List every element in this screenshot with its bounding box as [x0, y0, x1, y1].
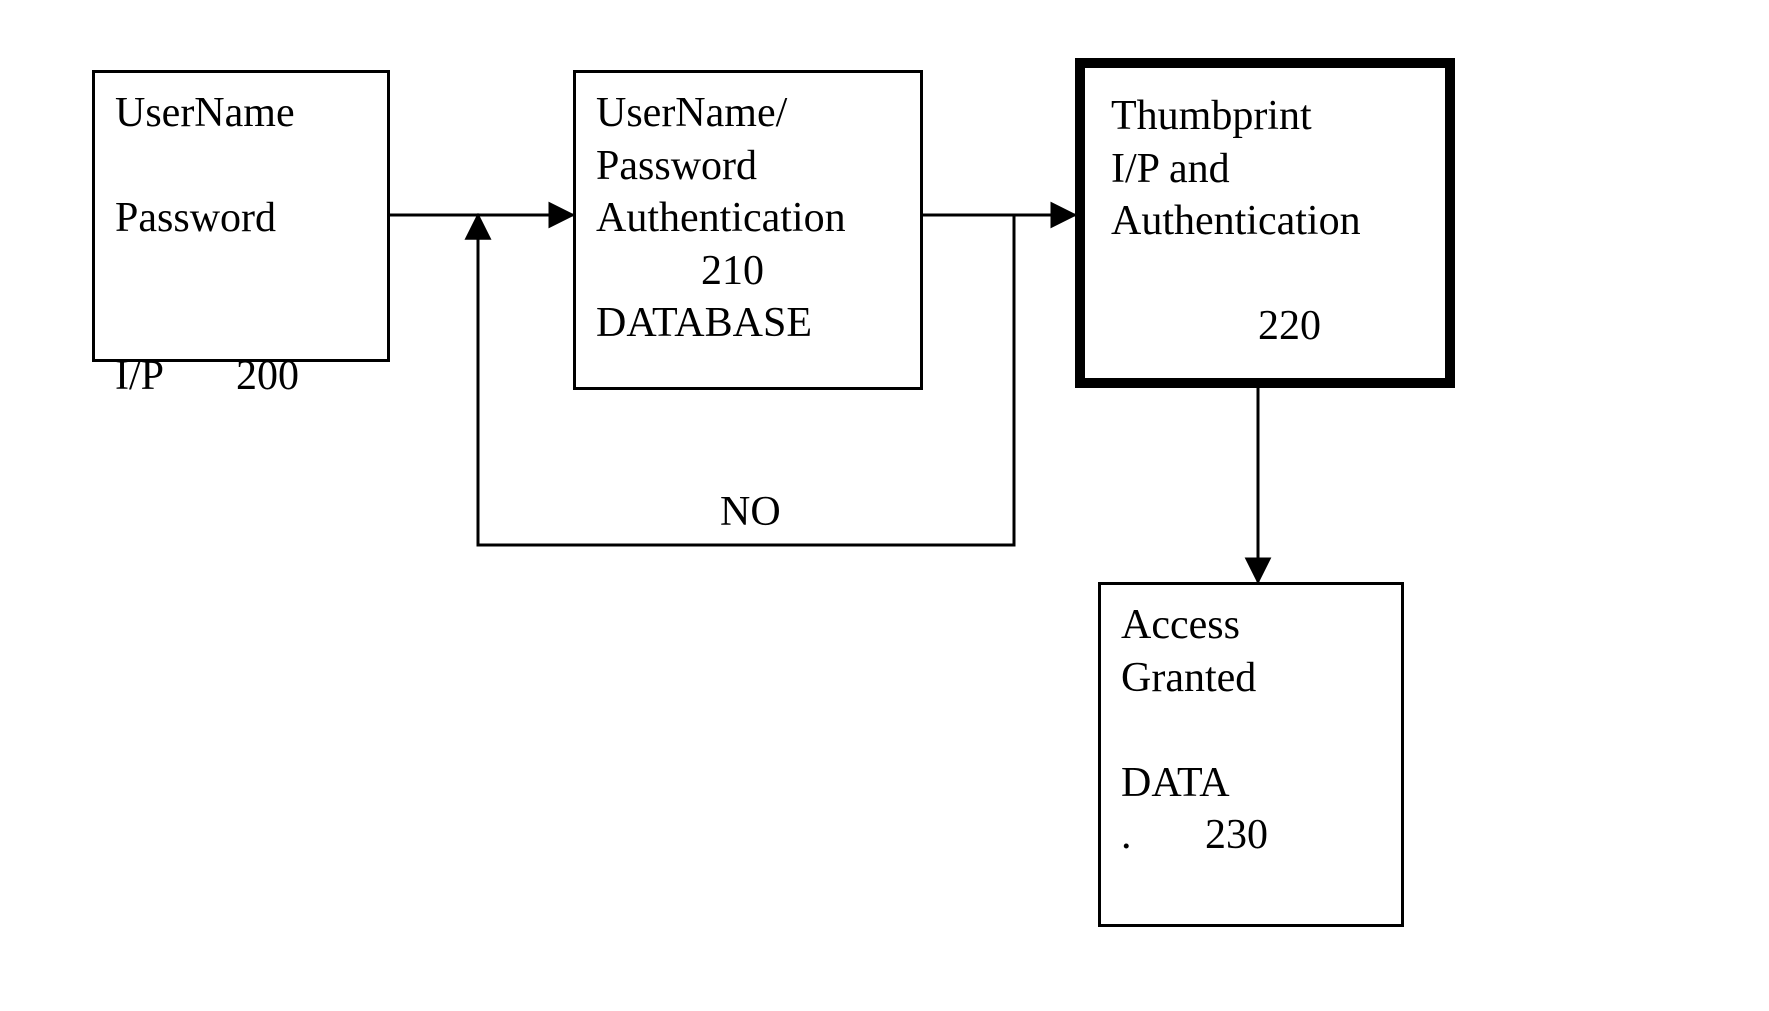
node-text-line: Authentication — [596, 192, 920, 245]
node-username-password-input: UserName Password I/P 200 — [92, 70, 390, 362]
node-text-line — [1111, 248, 1445, 301]
node-text-line: Password — [115, 192, 387, 245]
node-thumbprint-auth: ThumbprintI/P andAuthentication 220 — [1075, 58, 1455, 388]
node-text-line: UserName/ — [596, 87, 920, 140]
node-text-line: I/P and — [1111, 143, 1445, 196]
node-text-line: 210 — [596, 245, 920, 298]
node-text-line: Granted — [1121, 652, 1401, 705]
node-username-password-auth-database: UserName/PasswordAuthentication 210DATAB… — [573, 70, 923, 390]
node-text-line — [115, 245, 387, 298]
node-text-line — [1121, 704, 1401, 757]
node-text-line — [115, 140, 387, 193]
node-text-line: Thumbprint — [1111, 90, 1445, 143]
node-access-granted-data: AccessGranted DATA. 230 — [1098, 582, 1404, 927]
node-text-line: DATA — [1121, 757, 1401, 810]
node-text-line: UserName — [115, 87, 387, 140]
edge-label-no: NO — [720, 488, 781, 536]
flowchart-canvas: UserName Password I/P 200 UserName/Passw… — [0, 0, 1769, 1011]
node-text-line: DATABASE — [596, 297, 920, 350]
node-text-line: Authentication — [1111, 195, 1445, 248]
node-text-line: I/P 200 — [115, 350, 387, 403]
node-text-line: Password — [596, 140, 920, 193]
node-text-line: 220 — [1111, 300, 1445, 353]
node-text-line: . 230 — [1121, 809, 1401, 862]
node-text-line: Access — [1121, 599, 1401, 652]
node-text-line — [115, 297, 387, 350]
